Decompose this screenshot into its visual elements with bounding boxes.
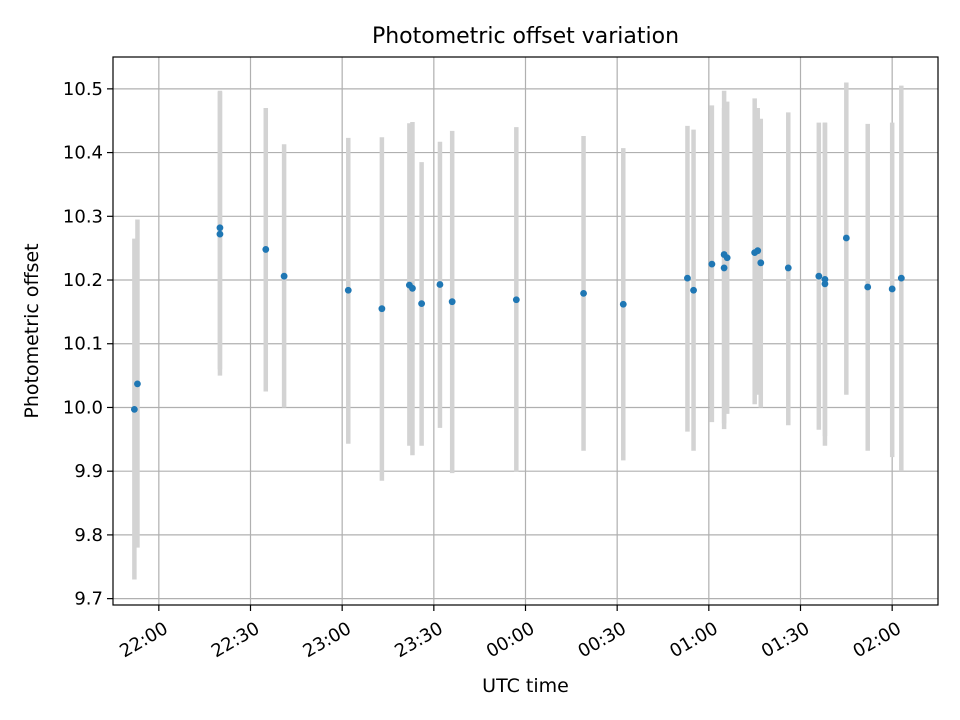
y-tick-label: 10.1: [63, 334, 103, 355]
data-point: [690, 286, 697, 294]
y-tick-label: 10.0: [63, 397, 103, 418]
data-point: [842, 234, 850, 242]
chart-title: Photometric offset variation: [372, 24, 679, 49]
y-axis-label: Photometric offset: [21, 243, 43, 418]
y-tick-label: 10.4: [63, 143, 103, 164]
data-point: [216, 224, 224, 232]
data-point: [280, 272, 288, 280]
data-point: [815, 272, 823, 280]
data-point: [378, 305, 386, 313]
data-point: [864, 283, 872, 291]
data-point: [409, 284, 416, 292]
data-point: [757, 259, 765, 267]
data-point: [436, 281, 444, 288]
data-point: [344, 286, 352, 294]
y-tick-label: 9.8: [74, 525, 103, 546]
data-point: [130, 405, 138, 413]
y-tick-label: 10.2: [63, 270, 103, 291]
y-tick-label: 10.3: [63, 206, 103, 227]
data-point: [888, 285, 896, 293]
data-point: [784, 264, 792, 272]
data-point: [754, 247, 762, 255]
data-point: [216, 230, 224, 238]
data-point: [723, 254, 731, 262]
data-point: [262, 246, 270, 253]
data-point: [418, 300, 426, 307]
data-point: [821, 280, 829, 288]
data-points: [130, 224, 905, 413]
data-point: [448, 298, 456, 306]
data-point: [619, 300, 627, 308]
data-point: [684, 274, 691, 282]
y-tick-label: 9.7: [74, 589, 103, 610]
data-point: [134, 380, 141, 388]
data-point: [897, 274, 905, 282]
y-tick-label: 10.5: [63, 79, 103, 100]
y-tick-label: 9.9: [74, 461, 103, 482]
data-point: [720, 264, 728, 272]
data-point: [580, 290, 587, 297]
data-point: [512, 296, 520, 304]
x-axis-label: UTC time: [482, 675, 569, 697]
grid-lines: [113, 57, 938, 605]
y-axis-ticks: 9.7 9.8 9.9 10.0 10.1 10.2 10.3 10.4 10.5: [63, 79, 113, 610]
data-point: [708, 260, 716, 268]
